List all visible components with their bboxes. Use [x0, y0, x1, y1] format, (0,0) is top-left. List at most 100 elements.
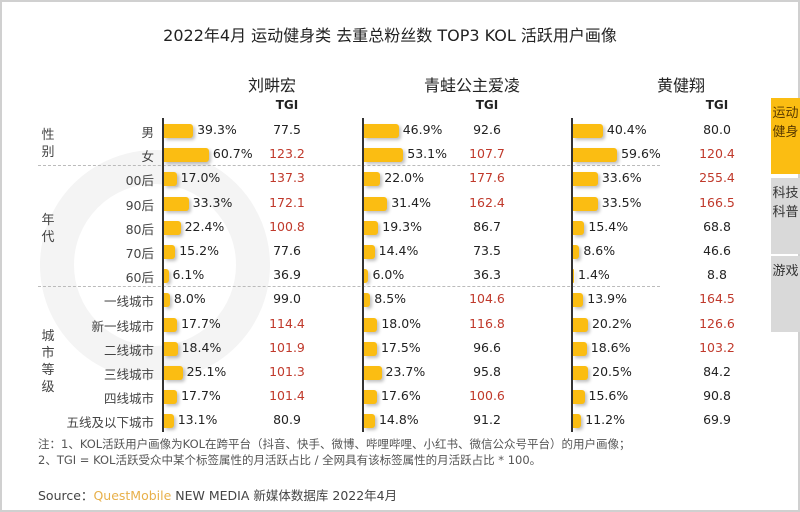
row-label: 二线城市	[103, 342, 154, 358]
share-bar	[573, 293, 584, 308]
share-label: 15.6%	[588, 388, 629, 404]
tgi-value: 92.6	[473, 122, 501, 137]
chart-title: 2022年4月 运动健身类 去重总粉丝数 TOP3 KOL 活跃用户画像	[163, 26, 617, 45]
share-label: 15.4%	[588, 218, 629, 234]
share-label: 19.3%	[382, 218, 422, 234]
share-label: 17.7%	[181, 315, 221, 331]
share-bar	[164, 245, 176, 259]
group-separator	[38, 165, 660, 167]
side-tab-2[interactable]: 游戏	[771, 256, 800, 332]
share-bar	[573, 366, 589, 380]
tgi-value: 255.4	[699, 170, 735, 186]
note-1: 注：1、KOL活跃用户画像为KOL在跨平台（抖音、快手、微博、哔哩哔哩、小红书、…	[38, 437, 631, 451]
tgi-value: 69.9	[703, 412, 731, 428]
share-label: 33.5%	[601, 194, 642, 210]
side-tab-0[interactable]: 运动健身	[771, 98, 800, 174]
share-label: 40.4%	[606, 122, 647, 137]
share-bar	[164, 220, 181, 235]
tgi-value: 177.6	[469, 170, 505, 186]
tgi-value: 100.8	[269, 218, 305, 234]
row-label: 一线城市	[103, 294, 154, 310]
tgi-value: 95.8	[473, 364, 501, 379]
source-prefix: Source：	[38, 488, 94, 503]
tgi-value: 166.5	[699, 194, 735, 210]
row-label: 五线及以下城市	[66, 415, 154, 431]
tgi-value: 120.4	[699, 146, 735, 162]
tgi-value: 77.5	[273, 122, 301, 137]
share-label: 22.0%	[384, 170, 424, 186]
row-label: 新一线城市	[91, 318, 154, 334]
source-line: Source：QuestMobile NEW MEDIA 新媒体数据库 2022…	[38, 485, 397, 504]
source-text: NEW MEDIA 新媒体数据库 2022年4月	[175, 488, 398, 503]
group-label: 性别	[41, 128, 55, 161]
tgi-value: 36.9	[273, 267, 301, 283]
tgi-value: 101.4	[269, 388, 305, 404]
group-separator	[38, 286, 660, 288]
tgi-value: 116.8	[469, 315, 505, 331]
share-bar	[364, 317, 378, 332]
group-label: 年代	[41, 212, 55, 245]
share-label: 17.6%	[381, 388, 421, 404]
tgi-value: 36.3	[473, 267, 501, 283]
share-bar	[573, 317, 588, 332]
share-label: 31.4%	[391, 194, 431, 210]
share-bar	[364, 220, 379, 235]
tgi-header: TGI	[475, 98, 499, 112]
share-label: 18.6%	[590, 339, 631, 355]
axis-line	[362, 118, 364, 432]
tgi-value: 137.3	[269, 170, 305, 186]
share-bar	[164, 172, 177, 187]
note-2: 2、TGI = KOL活跃受众中某个标签属性的月活跃占比 / 全网具有该标签属性…	[38, 453, 542, 467]
share-label: 13.9%	[587, 291, 627, 307]
share-bar	[364, 245, 375, 259]
tgi-value: 107.7	[469, 146, 505, 162]
tgi-value: 123.2	[269, 146, 305, 162]
row-label: 00后	[125, 173, 154, 189]
share-bar	[573, 341, 587, 356]
share-label: 14.8%	[378, 412, 419, 428]
kol-name: 黄健翔	[656, 76, 705, 95]
share-label: 6.1%	[172, 267, 205, 283]
share-label: 23.7%	[385, 364, 426, 379]
source-brand: QuestMobile	[93, 488, 172, 503]
share-label: 53.1%	[407, 146, 447, 162]
tgi-value: 46.6	[703, 243, 731, 258]
tgi-value: 100.6	[469, 388, 505, 404]
share-bar	[364, 172, 381, 187]
share-bar	[364, 269, 369, 284]
share-bar	[364, 196, 388, 211]
share-label: 11.2%	[585, 412, 625, 428]
share-bar	[573, 245, 580, 259]
tgi-value: 103.2	[699, 339, 735, 355]
tgi-value: 73.5	[473, 243, 501, 258]
share-label: 25.1%	[186, 364, 227, 379]
share-bar	[164, 124, 194, 138]
tgi-value: 126.6	[699, 315, 735, 331]
share-label: 6.0%	[372, 267, 405, 283]
kol-name: 青蛙公主爱凌	[423, 76, 520, 95]
share-bar	[164, 196, 189, 211]
share-label: 8.6%	[583, 243, 616, 258]
tgi-value: 162.4	[469, 194, 505, 210]
tgi-value: 77.6	[273, 243, 301, 258]
share-label: 46.9%	[402, 122, 443, 137]
row-label: 男	[141, 125, 154, 140]
tgi-value: 114.4	[269, 315, 305, 331]
share-label: 13.1%	[177, 412, 218, 428]
share-bar	[164, 390, 178, 405]
side-tab-1[interactable]: 科技科普	[771, 178, 800, 254]
share-label: 22.4%	[184, 218, 225, 234]
tgi-value: 96.6	[473, 339, 501, 355]
share-label: 33.6%	[601, 170, 642, 186]
tgi-value: 86.7	[473, 218, 501, 234]
tgi-value: 91.2	[473, 412, 501, 428]
share-bar	[164, 293, 170, 308]
row-label: 60后	[125, 270, 154, 286]
share-label: 39.3%	[197, 122, 237, 137]
share-label: 17.5%	[380, 339, 421, 355]
share-bar	[573, 124, 603, 138]
tgi-value: 101.3	[269, 364, 305, 379]
share-bar	[573, 269, 575, 284]
share-label: 17.0%	[180, 170, 221, 186]
share-bar	[573, 414, 582, 429]
